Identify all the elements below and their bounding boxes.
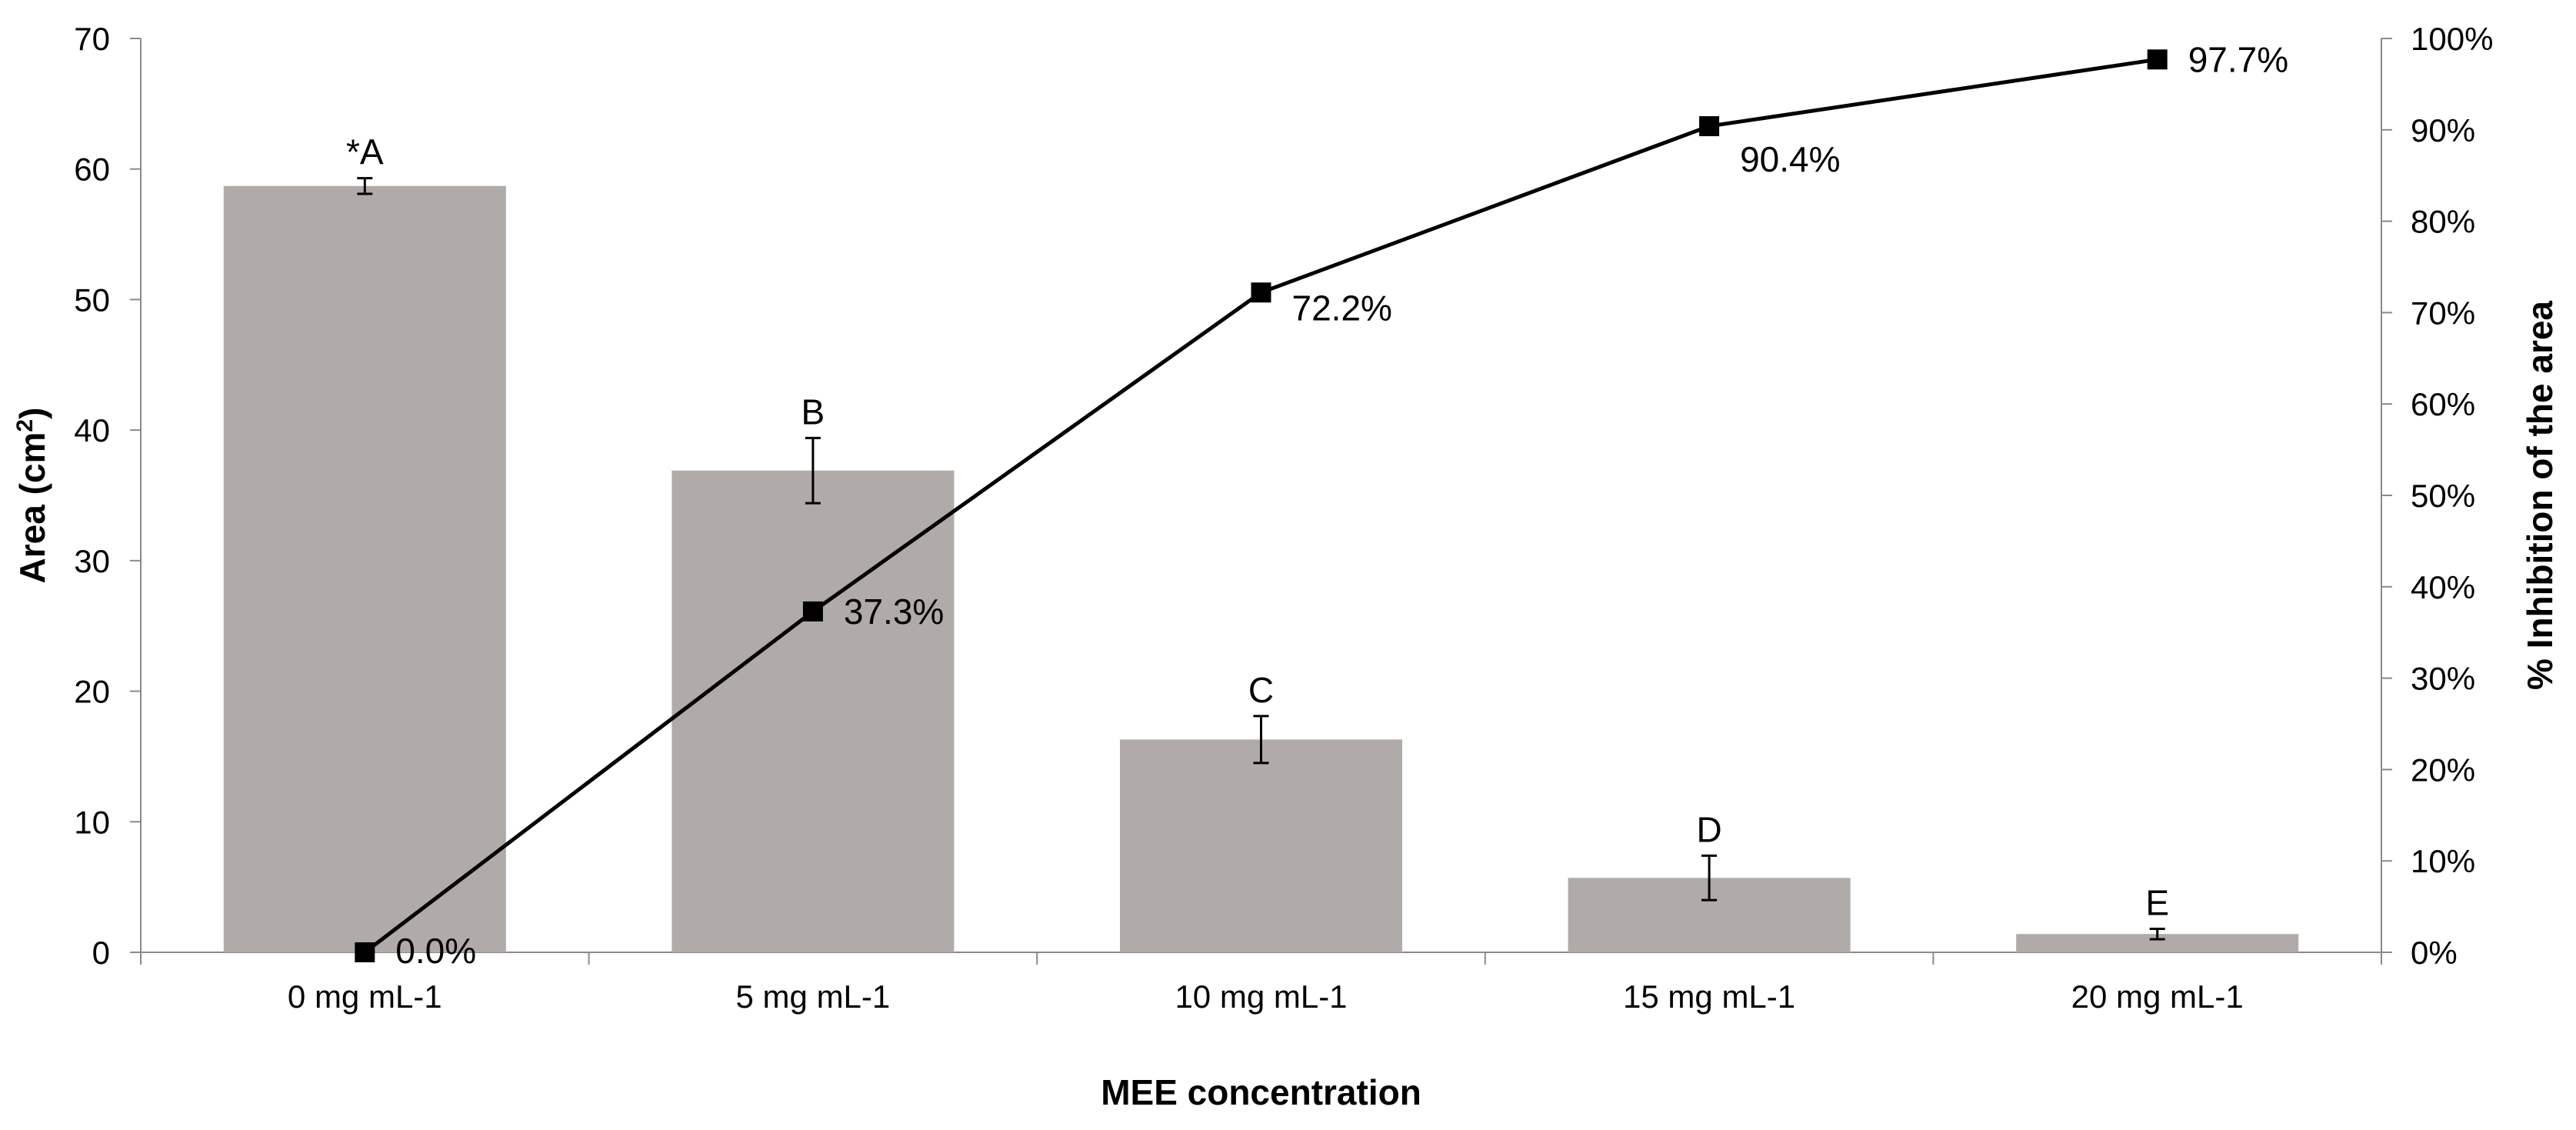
y-axis-title-text: Area (cm [12, 432, 52, 584]
inhibition-data-label: 37.3% [844, 592, 944, 632]
data-labels-layer: 0.0% 37.3% 72.2% 90.4% 97.7% [395, 39, 2288, 971]
error-bars-layer [357, 177, 2165, 941]
y-right-tick-label: 90% [2411, 112, 2475, 148]
y-left-tick-label: 20 [74, 674, 110, 710]
line-layer [355, 49, 2168, 962]
inhibition-data-label: 0.0% [395, 931, 476, 971]
significance-label: C [1248, 670, 1274, 710]
y-left-tick-label: 10 [74, 804, 110, 840]
inhibition-data-label: 97.7% [2188, 39, 2288, 79]
y-right-tick-label: 10% [2411, 843, 2475, 879]
y-right-tick-label: 100% [2411, 21, 2493, 57]
inhibition-marker [802, 601, 823, 622]
y-axis-title: Area (cm2) [12, 408, 53, 584]
axes-layer: 0 10 20 30 40 50 60 70 0% 10% 20% 30% 40% 50% 60% 70% 80… [74, 21, 2493, 1015]
inhibition-data-label: 90.4% [1740, 139, 1840, 179]
y-left-tick-label: 70 [74, 21, 110, 57]
y-right-tick-label: 50% [2411, 478, 2475, 514]
bar [1119, 739, 1403, 952]
y-axis-title-superscript: 2 [12, 419, 38, 432]
inhibition-data-label: 72.2% [1292, 288, 1392, 328]
bar [223, 185, 506, 952]
x-tick-label: 15 mg mL-1 [1623, 978, 1795, 1015]
inhibition-marker [1251, 282, 1271, 303]
x-tick-label: 0 mg mL-1 [288, 978, 442, 1015]
y-right-tick-label: 60% [2411, 386, 2475, 422]
significance-label: B [801, 392, 825, 432]
y-right-tick-label: 30% [2411, 661, 2475, 697]
significance-labels-layer: *A B C D E [346, 132, 2169, 923]
y-left-tick-label: 60 [74, 152, 110, 188]
inhibition-marker [1699, 116, 1720, 137]
y-left-tick-label: 30 [74, 543, 110, 579]
inhibition-marker [355, 942, 375, 962]
bar [2016, 934, 2299, 952]
bars-layer [223, 185, 2299, 952]
y-right-tick-label: 20% [2411, 752, 2475, 788]
axis-titles-layer: Area (cm2) % Inhibition of the area MEE co… [12, 301, 2561, 1112]
y-right-tick-label: 0% [2411, 935, 2458, 971]
y2-axis-title: % Inhibition of the area [2520, 301, 2560, 690]
x-tick-label: 20 mg mL-1 [2071, 978, 2244, 1015]
y-axis-title-end: ) [12, 408, 52, 419]
significance-label: E [2145, 882, 2169, 922]
x-tick-label: 5 mg mL-1 [736, 978, 891, 1015]
x-axis-title: MEE concentration [1101, 1072, 1421, 1112]
y-right-tick-label: 40% [2411, 569, 2475, 605]
x-tick-label: 10 mg mL-1 [1175, 978, 1347, 1015]
y-left-tick-label: 50 [74, 282, 110, 318]
y-right-tick-label: 70% [2411, 295, 2475, 331]
bar [671, 470, 955, 952]
y-left-tick-label: 0 [92, 935, 110, 971]
y-left-tick-label: 40 [74, 412, 110, 448]
significance-label: *A [346, 132, 384, 172]
significance-label: D [1696, 809, 1721, 849]
inhibition-marker [2147, 49, 2168, 70]
y-right-tick-label: 80% [2411, 204, 2475, 240]
